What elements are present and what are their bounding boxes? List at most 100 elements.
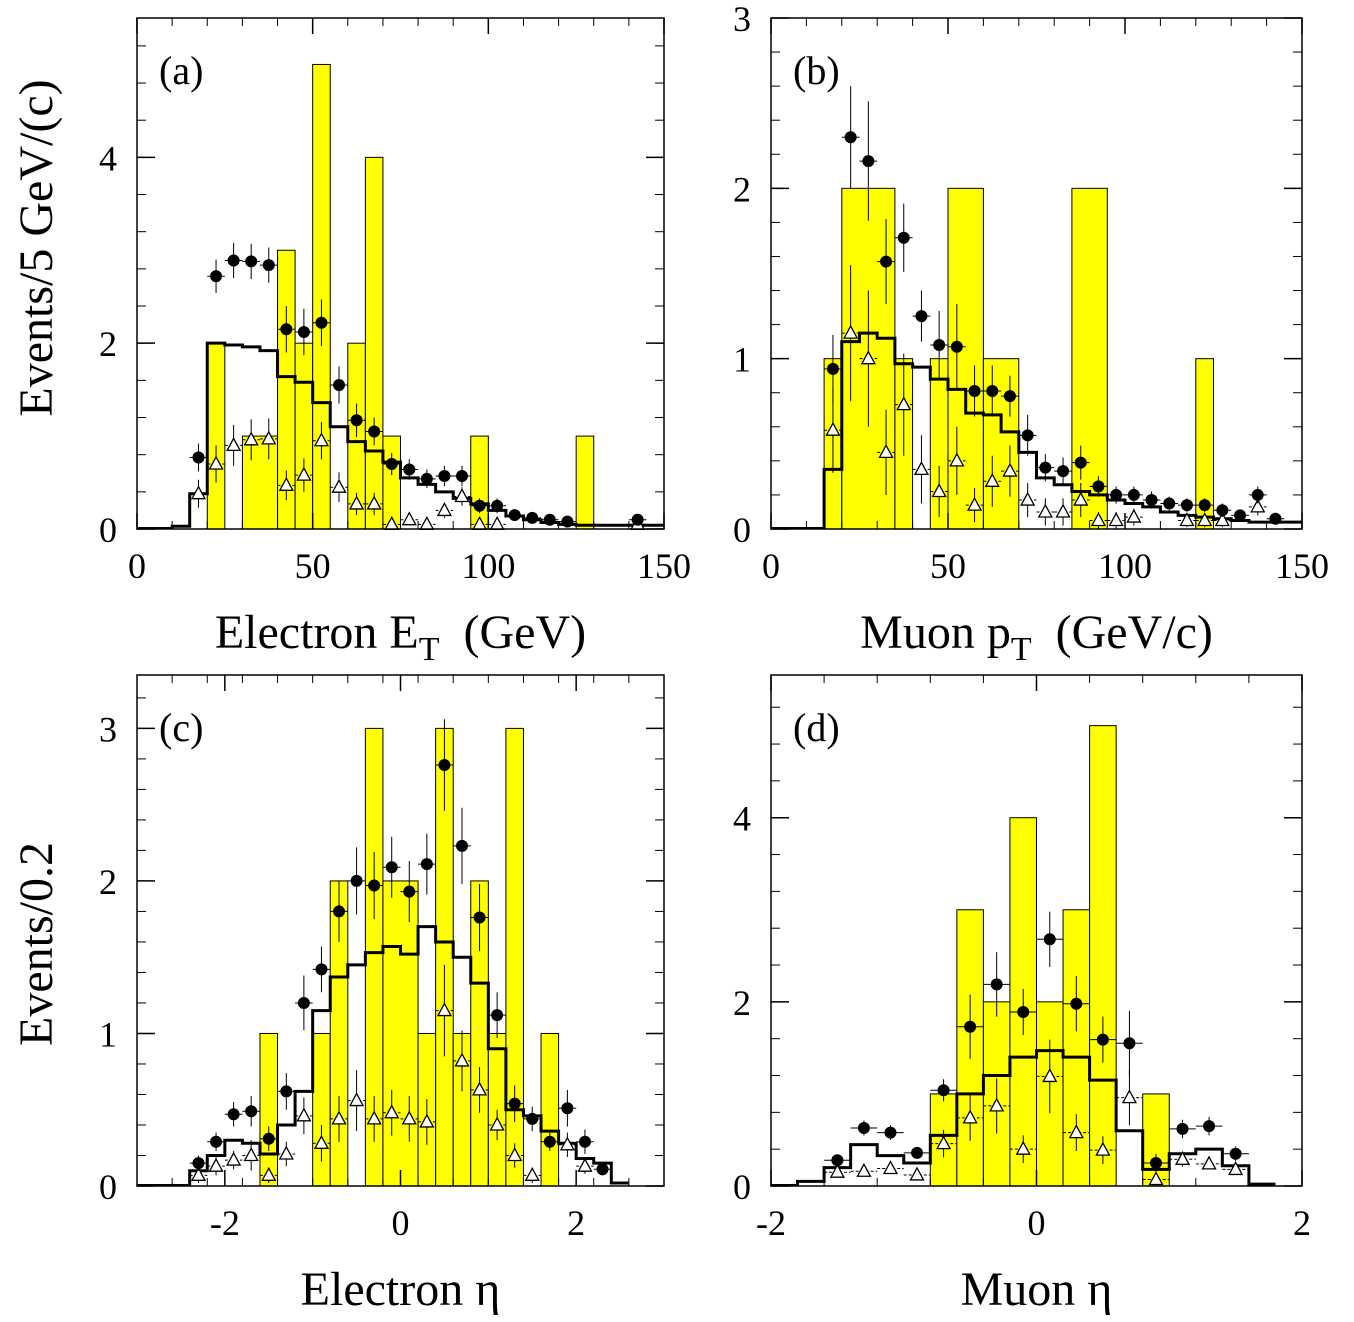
circle-marker: [315, 316, 328, 329]
y-axis-label-bottom: Events/0.2: [10, 842, 63, 1046]
y-tick-label: 4: [99, 138, 117, 178]
bar: [312, 1032, 331, 1187]
circle-marker: [1180, 499, 1193, 512]
y-tick-label: 1: [99, 1014, 117, 1054]
y-tick-label: 0: [733, 1167, 751, 1207]
filled-circle-point: [488, 992, 506, 1039]
filled-circle-point: [400, 861, 419, 923]
circle-marker: [245, 255, 258, 268]
circle-marker: [438, 470, 451, 483]
filled-circle-point: [453, 807, 471, 884]
filled-circle-point: [576, 1129, 594, 1154]
circle-marker: [245, 1105, 258, 1118]
x-axis-label-main: Electron E: [215, 606, 419, 659]
triangle-marker: [909, 1166, 925, 1181]
triangle-marker: [962, 1109, 978, 1124]
filled-circle-point: [948, 304, 966, 390]
circle-marker: [631, 513, 644, 526]
y-tick-label: 4: [733, 799, 751, 839]
open-triangle-point: [295, 458, 313, 492]
triangle-marker: [1174, 1150, 1191, 1165]
filled-circle-point: [930, 1079, 957, 1102]
filled-circle-point: [1036, 911, 1064, 967]
open-triangle-point: [365, 492, 383, 516]
triangle-marker: [401, 1110, 417, 1125]
bar: [312, 63, 331, 530]
y-axis-label-top: Events/5 GeV/(c): [10, 79, 63, 416]
triangle-marker: [1108, 512, 1124, 527]
open-triangle-point: [1036, 1039, 1064, 1114]
plot-frame: [770, 17, 1303, 530]
triangle-marker: [489, 515, 505, 531]
triangle-marker: [1121, 1089, 1138, 1104]
x-tick-label: 2: [1293, 1203, 1311, 1243]
triangle-marker: [471, 1081, 488, 1096]
filled-circle-point: [1125, 486, 1143, 504]
filled-circle-point: [435, 719, 454, 811]
filled-circle-point: [983, 952, 1010, 1017]
x-tick-label: 150: [1275, 546, 1329, 586]
circle-marker: [508, 509, 521, 522]
circle-marker: [227, 254, 240, 267]
open-triangle-point: [470, 1067, 489, 1113]
circle-marker: [1039, 461, 1052, 474]
circle-marker: [333, 378, 346, 391]
open-triangle-point: [207, 445, 225, 483]
filled-circle-point: [418, 469, 436, 489]
triangle-marker: [860, 350, 876, 365]
circle-marker: [1269, 512, 1282, 525]
triangle-marker: [208, 1157, 224, 1172]
filled-circle-point: [628, 513, 647, 526]
bar: [294, 342, 314, 530]
y-tick-label: 3: [99, 709, 117, 749]
y-tick-label: 3: [733, 0, 751, 39]
triangle-marker: [1250, 498, 1266, 513]
triangle-marker: [243, 1147, 259, 1162]
open-triangle-point: [1169, 1150, 1196, 1167]
triangle-marker: [348, 495, 365, 510]
triangle-marker: [296, 1107, 312, 1122]
filled-circle-point: [435, 465, 454, 487]
circle-marker: [491, 499, 504, 512]
open-triangle-point: [277, 470, 296, 501]
circle-marker: [403, 463, 416, 476]
open-triangle-point: [418, 1099, 436, 1145]
triangle-marker: [278, 1145, 294, 1160]
circle-marker: [561, 1102, 574, 1115]
circle-marker: [1163, 497, 1176, 510]
open-triangle-point: [347, 492, 366, 516]
filled-circle-point: [382, 452, 401, 476]
circle-marker: [1070, 997, 1083, 1010]
filled-circle-point: [242, 1096, 260, 1127]
triangle-marker: [419, 515, 435, 531]
bar: [1089, 725, 1117, 1187]
bar: [241, 435, 279, 530]
circle-marker: [826, 362, 839, 375]
triangle-marker: [331, 1110, 347, 1125]
filled-circle-point: [224, 1102, 243, 1127]
circle-marker: [1203, 1120, 1216, 1133]
triangle-marker: [524, 1166, 540, 1181]
open-triangle-point: [859, 290, 878, 427]
filled-circle-point: [1142, 491, 1161, 509]
filled-circle-point: [523, 511, 542, 524]
x-tick-label: 0: [1028, 1203, 1046, 1243]
panel-label: (a): [159, 48, 203, 93]
triangle-marker: [559, 1136, 575, 1151]
open-triangle-point: [903, 1166, 931, 1181]
circle-marker: [990, 978, 1003, 991]
y-tick-label: 1: [733, 340, 751, 380]
filled-circle-point: [850, 1120, 878, 1136]
triangle-marker: [243, 431, 259, 446]
filled-circle-point: [259, 247, 278, 283]
filled-circle-point: [1001, 375, 1019, 417]
bar: [364, 156, 384, 530]
open-triangle-point: [259, 418, 278, 460]
triangle-marker: [419, 1113, 435, 1128]
filled-circle-point: [347, 403, 366, 438]
filled-circle-point: [1018, 414, 1037, 456]
panel-label: (b): [793, 48, 840, 93]
triangle-marker: [190, 1166, 207, 1181]
plot-frame: [136, 17, 665, 530]
